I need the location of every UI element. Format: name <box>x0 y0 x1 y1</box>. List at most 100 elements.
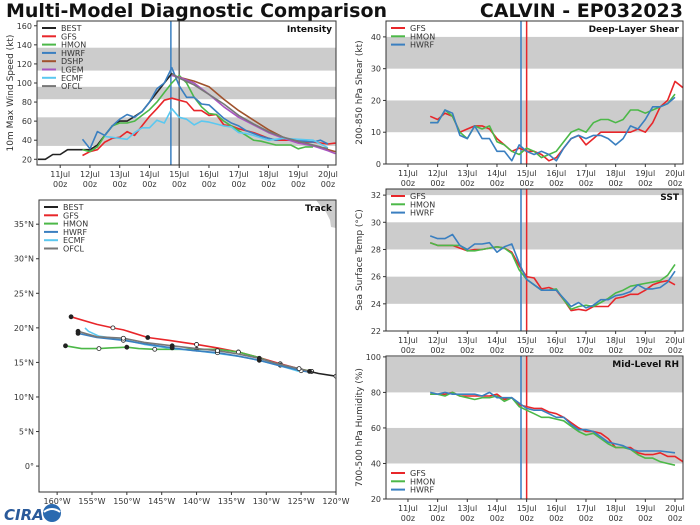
panel-track: 0° 5°N 10°N 15°N 20°N 25°N 30°N 35°N 160°W 155°W 1… <box>14 199 350 506</box>
track-marker <box>110 325 116 331</box>
x-tick-sublabel: 00z <box>291 180 305 189</box>
x-tick-sublabel: 00z <box>113 180 127 189</box>
x-tick-sublabel: 00z <box>579 179 593 188</box>
plot-area <box>63 200 336 379</box>
x-tick-sublabel: 00z <box>202 180 216 189</box>
y-tick-label: 26 <box>371 273 381 282</box>
x-tick-label: 11Jul <box>50 170 70 179</box>
y-tick-label: 32 <box>371 191 381 200</box>
x-tick-label: 15Jul <box>517 336 537 345</box>
shaded-band <box>37 117 336 146</box>
x-tick-sublabel: 00z <box>460 346 474 355</box>
legend-label-hwrf: HWRF <box>410 41 434 50</box>
shaded-band <box>37 47 336 71</box>
x-tick-label: 16Jul <box>546 336 566 345</box>
legend-label-best: BEST <box>63 203 84 212</box>
x-tick-label: 11Jul <box>398 169 418 178</box>
x-tick-label: 13Jul <box>457 169 477 178</box>
x-tick-sublabel: 00z <box>232 180 246 189</box>
svg-text:CIRA: CIRA <box>4 506 44 524</box>
x-tick-sublabel: 00z <box>53 180 67 189</box>
y-tick-label: 40 <box>22 136 32 145</box>
track-marker <box>307 368 312 374</box>
y-tick-label: 25°N <box>14 289 34 298</box>
x-tick-sublabel: 00z <box>401 179 415 188</box>
y-tick-label: 24 <box>371 300 381 309</box>
figure-title: Multi-Model Diagnostic Comparison <box>6 0 387 22</box>
legend-label-ecmf: ECMF <box>63 236 86 245</box>
x-tick-sublabel: 00z <box>579 514 593 523</box>
y-tick-label: 100 <box>17 79 32 88</box>
x-tick-label: 20Jul <box>665 504 685 513</box>
x-tick-sublabel: 00z <box>430 346 444 355</box>
shaded-band <box>386 356 683 393</box>
series-hmon <box>82 74 314 153</box>
series-hmon <box>430 391 676 466</box>
y-tick-label: 40 <box>371 33 381 42</box>
x-tick-label: 155°W <box>78 497 105 506</box>
x-tick-label: 17Jul <box>576 504 596 513</box>
x-tick-label: 120°W <box>322 497 349 506</box>
y-tick-label: 0° <box>25 462 34 471</box>
legend-label-hmon: HMON <box>410 32 435 41</box>
x-tick-label: 140°W <box>183 497 210 506</box>
track-marker <box>63 343 68 349</box>
track-marker <box>215 348 220 354</box>
series-gfs <box>429 80 683 162</box>
panel-title: Mid-Level RH <box>612 360 679 370</box>
land-mass <box>316 200 336 228</box>
plot-area <box>386 356 683 499</box>
y-tick-label: 22 <box>371 327 381 336</box>
x-tick-sublabel: 00z <box>668 514 682 523</box>
y-tick-label: 0 <box>376 160 381 169</box>
y-tick-label: 80 <box>371 388 381 397</box>
track-marker <box>120 335 126 341</box>
series-hwrf <box>77 332 310 373</box>
x-tick-sublabel: 00z <box>519 514 533 523</box>
y-tick-label: 80 <box>22 98 32 107</box>
track-marker <box>194 342 199 347</box>
x-tick-sublabel: 00z <box>549 179 563 188</box>
x-tick-label: 20Jul <box>665 169 685 178</box>
x-tick-label: 18Jul <box>606 504 626 513</box>
track-marker <box>68 314 74 320</box>
x-tick-label: 130°W <box>253 497 280 506</box>
track-marker <box>152 346 158 352</box>
shaded-band <box>386 276 683 304</box>
x-tick-label: 12Jul <box>428 504 448 513</box>
x-tick-sublabel: 00z <box>430 514 444 523</box>
x-tick-sublabel: 00z <box>261 180 275 189</box>
x-tick-sublabel: 00z <box>490 346 504 355</box>
x-tick-label: 13Jul <box>110 170 130 179</box>
legend-label-lgem: LGEM <box>61 66 84 75</box>
legend-label-gfs: GFS <box>63 211 79 220</box>
x-tick-label: 19Jul <box>288 170 308 179</box>
panel-title: SST <box>660 193 680 203</box>
y-tick-label: 60 <box>22 117 32 126</box>
legend-label-hwrf: HWRF <box>410 209 434 218</box>
series-hwrf <box>430 96 676 162</box>
y-axis-label: 200-850 hPa Shear (kt) <box>355 40 365 144</box>
track-marker <box>296 366 302 372</box>
x-tick-sublabel: 00z <box>638 514 652 523</box>
legend-label-hmon: HMON <box>410 200 435 209</box>
series-hwrf <box>429 233 676 309</box>
panel-intensity: 2040608010012014016011Jul00z12Jul00z13Ju… <box>6 20 338 189</box>
x-tick-sublabel: 00z <box>549 346 563 355</box>
x-tick-sublabel: 00z <box>668 346 682 355</box>
y-tick-label: 10°N <box>14 393 34 402</box>
legend-label-gfs: GFS <box>410 469 426 478</box>
legend-label-gfs: GFS <box>410 24 426 33</box>
x-tick-label: 14Jul <box>487 169 507 178</box>
legend-label-ecmf: ECMF <box>61 74 84 83</box>
x-tick-label: 11Jul <box>398 504 418 513</box>
series-lgem <box>171 74 336 155</box>
x-tick-label: 18Jul <box>606 336 626 345</box>
legend-label-hwrf: HWRF <box>61 49 85 58</box>
panel-title: Track <box>305 204 333 214</box>
x-tick-label: 135°W <box>218 497 245 506</box>
legend-label-ofcl: OFCL <box>63 245 84 254</box>
